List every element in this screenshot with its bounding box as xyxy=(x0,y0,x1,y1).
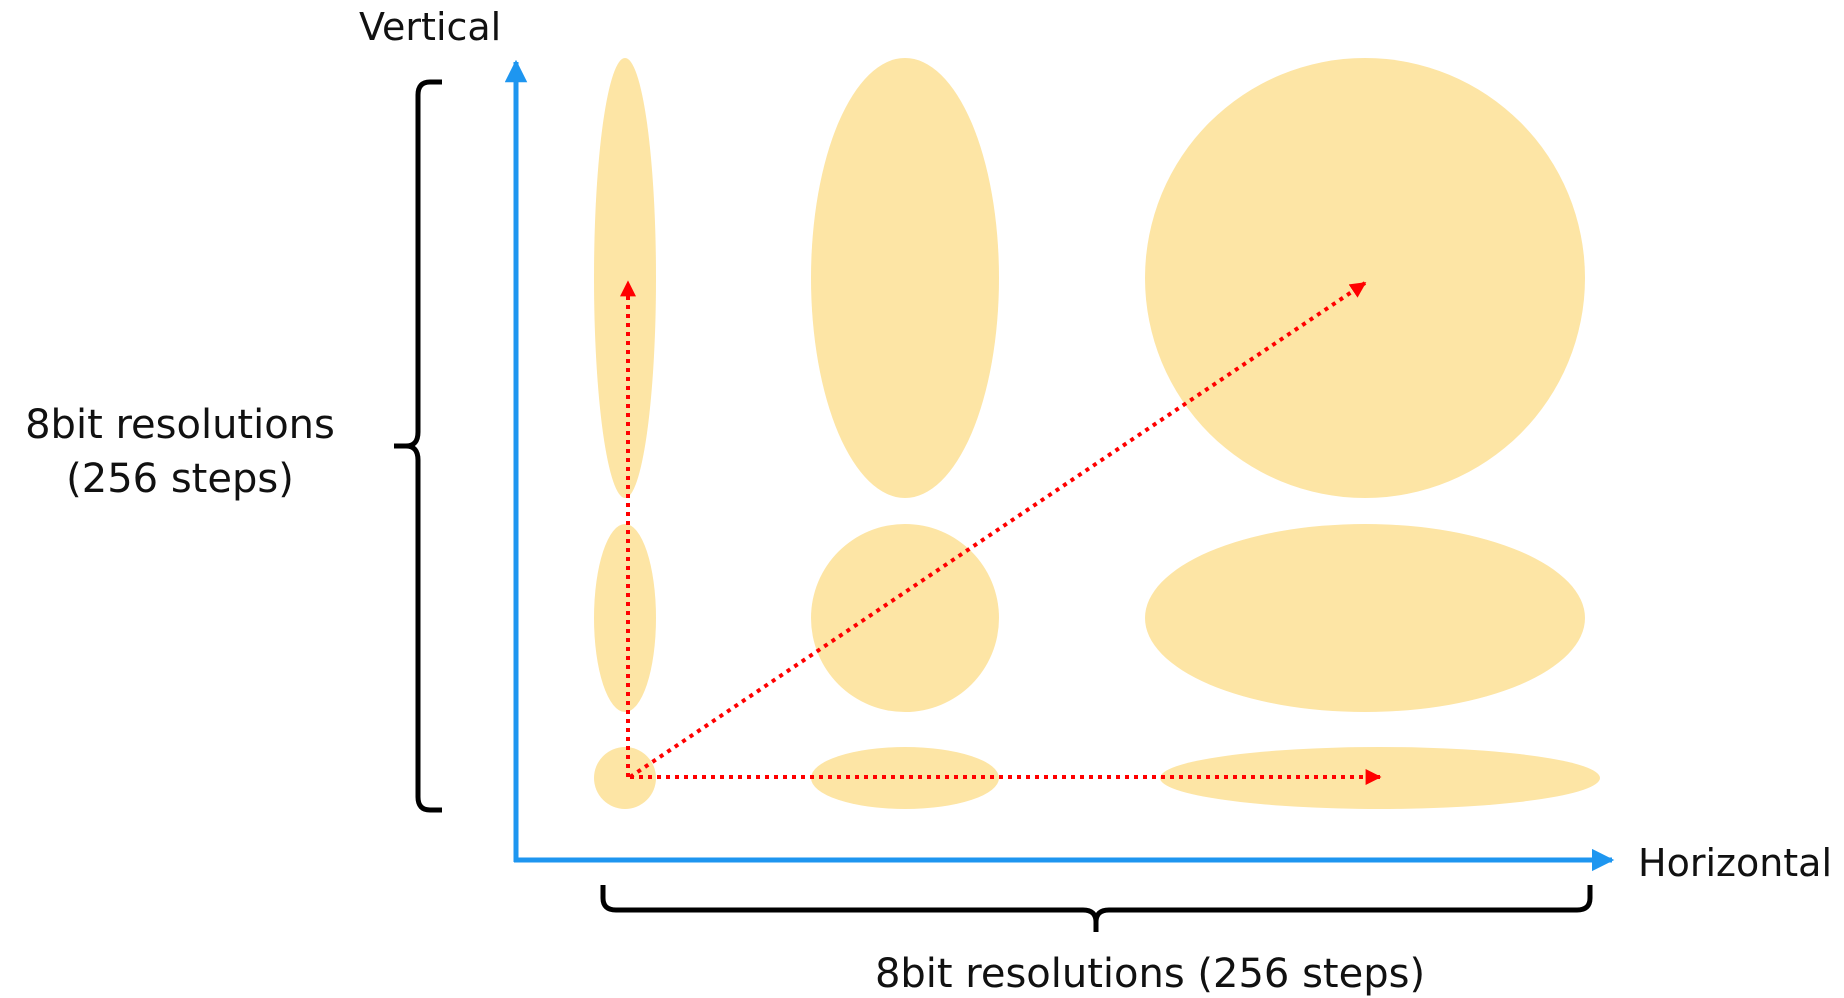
shape-tall-medium xyxy=(811,58,999,498)
direction-arrows xyxy=(620,280,1382,785)
horizontal-resolution-label: 8bit resolutions (256 steps) xyxy=(875,951,1425,997)
shape-medium-wide xyxy=(1145,524,1585,712)
horizontal-bracket xyxy=(600,885,1593,932)
shape-tall-thin xyxy=(594,58,656,498)
diagonal-arrow xyxy=(628,281,1367,779)
vertical-axis-label: Vertical xyxy=(359,5,501,49)
shape-grid xyxy=(594,58,1600,809)
shape-small-wide xyxy=(811,747,999,809)
shape-small-circle xyxy=(594,747,656,809)
vertical-resolution-label-line1: 8bit resolutions xyxy=(25,402,335,448)
shape-medium-circle xyxy=(811,524,999,712)
vertical-bracket xyxy=(394,79,442,813)
shape-large-circle xyxy=(1145,58,1585,498)
vertical-resolution-label-line2: (256 steps) xyxy=(66,456,294,502)
horizontal-axis-label: Horizontal xyxy=(1638,841,1832,885)
shape-medium-thin xyxy=(594,524,656,712)
